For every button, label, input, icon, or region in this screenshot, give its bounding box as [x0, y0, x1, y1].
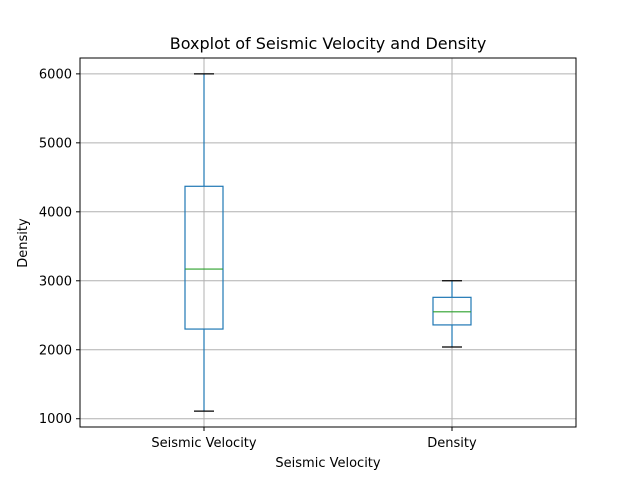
y-tick-label: 6000 — [39, 67, 72, 82]
y-tick-label: 3000 — [39, 274, 72, 289]
box-group — [184, 73, 224, 412]
y-axis-label: Density — [16, 218, 31, 268]
axis-ticks: 1000 2000 3000 4000 5000 6000 Seismic Velocity… — [39, 67, 477, 451]
y-tick-label: 4000 — [39, 205, 72, 220]
box-series — [184, 73, 472, 412]
y-tick-label: 1000 — [39, 412, 72, 427]
y-tick-label: 5000 — [39, 136, 72, 151]
plot-frame — [79, 57, 577, 428]
box-group — [432, 280, 472, 348]
y-tick-label: 2000 — [39, 343, 72, 358]
box-body — [184, 185, 224, 330]
chart-title: Boxplot of Seismic Velocity and Density — [170, 34, 487, 53]
x-tick-label: Density — [427, 436, 477, 451]
x-axis-label: Seismic Velocity — [275, 456, 380, 471]
box-body — [432, 296, 472, 326]
x-tick-label: Seismic Velocity — [151, 436, 256, 451]
